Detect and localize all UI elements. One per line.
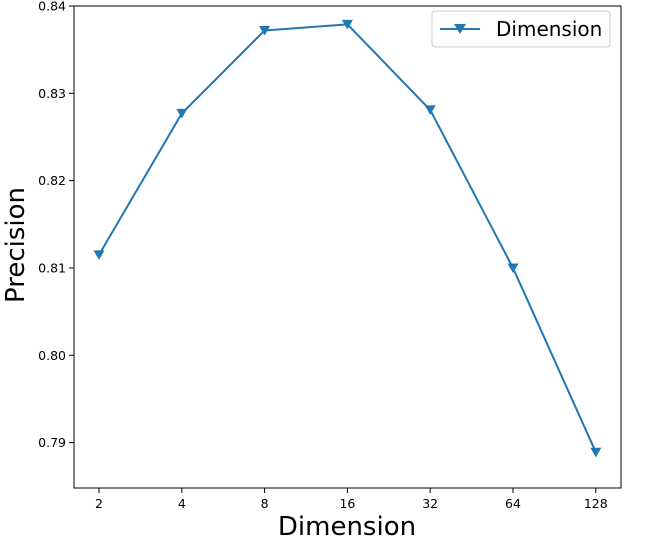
legend: Dimension: [431, 10, 611, 48]
data-point: [176, 108, 188, 119]
data-point: [590, 447, 602, 458]
x-axis: 2 4 8 16 32 64 128: [95, 488, 608, 511]
x-tick-label: 64: [505, 496, 521, 511]
y-tick-label: 0.81: [38, 260, 66, 275]
y-tick-label: 0.83: [38, 86, 66, 101]
x-tick-label: 8: [261, 496, 269, 511]
y-tick-label: 0.82: [38, 173, 66, 188]
data-point: [93, 250, 105, 260]
y-axis-label: Precision: [1, 187, 31, 303]
x-tick-label: 2: [95, 496, 103, 511]
legend-label: Dimension: [496, 17, 602, 41]
data-point: [507, 263, 519, 273]
x-tick-label: 16: [339, 496, 355, 511]
y-tick-label: 0.80: [38, 348, 66, 363]
y-tick-label: 0.79: [38, 435, 66, 450]
data-point: [424, 105, 436, 115]
y-tick-label: 0.84: [38, 0, 66, 14]
x-axis-label: Dimension: [278, 512, 416, 542]
data-point: [259, 25, 271, 36]
series-line: [98, 23, 597, 453]
plot-frame: [73, 5, 622, 489]
legend-box: [431, 10, 611, 48]
x-tick-label: 32: [422, 496, 438, 511]
data-point: [341, 19, 353, 30]
x-tick-label: 128: [584, 496, 608, 511]
x-tick-label: 4: [178, 496, 186, 511]
legend-marker-triangle-down-icon: [454, 24, 466, 34]
series-layer: [93, 19, 602, 458]
y-axis: 0.79 0.80 0.81 0.82 0.83 0.84: [38, 0, 74, 450]
